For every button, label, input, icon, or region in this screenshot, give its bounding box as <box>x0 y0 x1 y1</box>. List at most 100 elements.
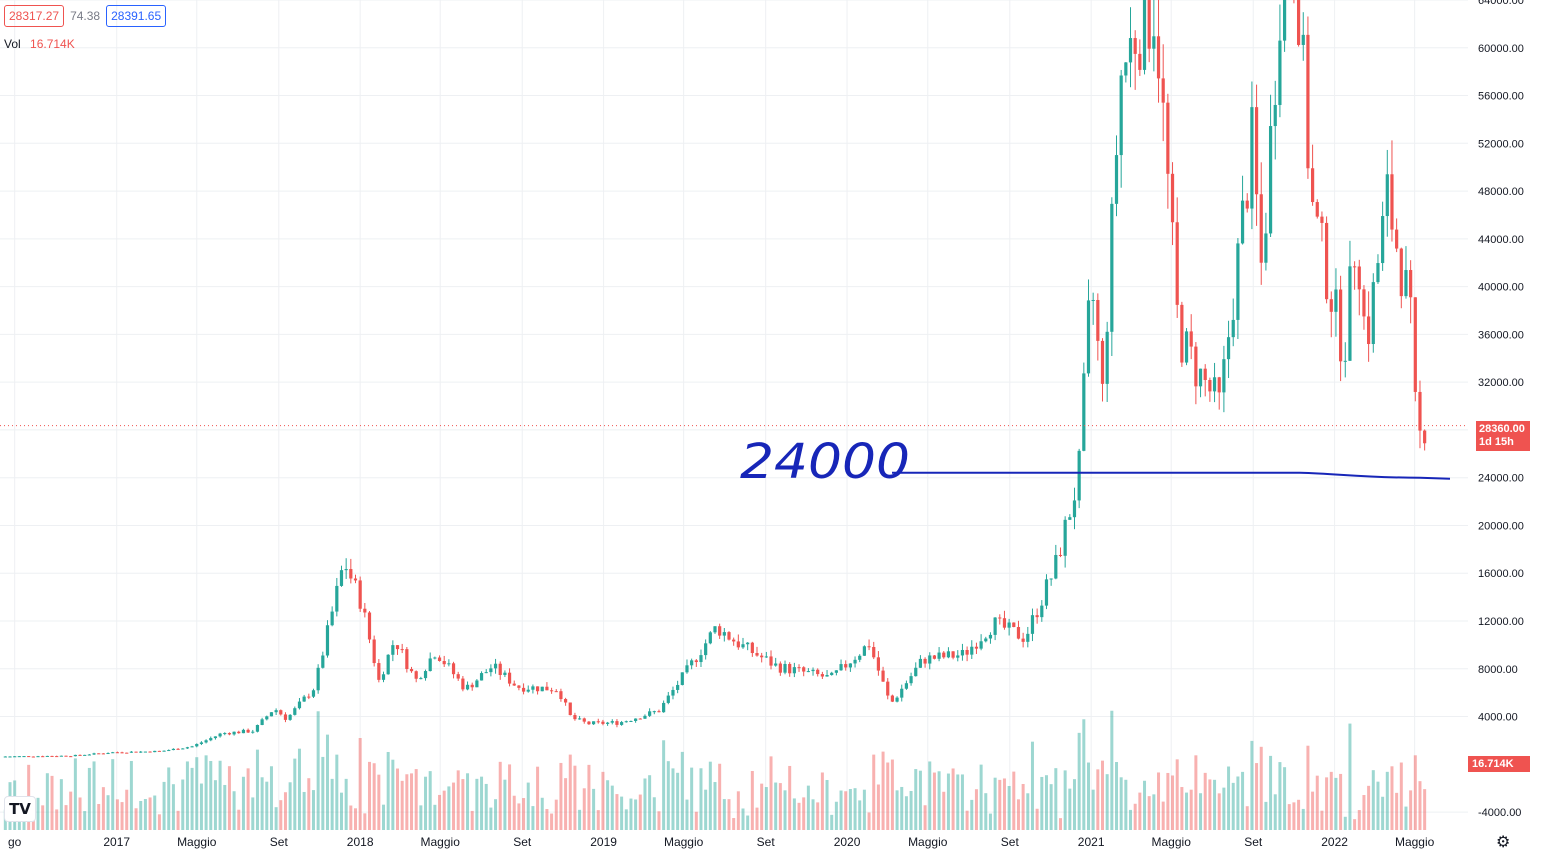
volume-bar <box>358 738 362 830</box>
candle-body <box>545 686 549 691</box>
volume-bar <box>1315 775 1319 830</box>
candle-body <box>521 687 526 692</box>
candle-body <box>400 649 404 651</box>
candle-body <box>834 670 838 673</box>
volume-bar <box>1395 792 1399 830</box>
volume-bar <box>862 789 866 830</box>
y-tick-label: 12000.00 <box>1478 616 1524 628</box>
volume-bar <box>1362 795 1366 830</box>
volume-bar <box>195 757 199 830</box>
candle-body <box>171 748 176 751</box>
gear-icon[interactable]: ⚙ <box>1496 834 1511 851</box>
candle-body <box>274 710 278 713</box>
volume-bar <box>1231 782 1235 830</box>
candle-body <box>872 646 876 658</box>
x-tick-label: Maggio <box>421 835 461 849</box>
candle-body <box>31 756 35 758</box>
volume-bar <box>694 811 698 830</box>
candle-body <box>1343 360 1347 362</box>
volume-bar <box>316 711 320 830</box>
candle-body <box>839 664 843 671</box>
candle-body <box>1133 38 1137 54</box>
volume-bar <box>676 772 680 830</box>
candle-body <box>769 656 773 666</box>
volume-bar <box>1035 808 1039 830</box>
volume-bar <box>330 778 334 830</box>
volume-bar <box>1343 816 1347 830</box>
candle-body <box>498 663 502 675</box>
x-tick-label: 2021 <box>1078 835 1105 849</box>
candle-body <box>549 690 554 692</box>
candle-body <box>1175 222 1179 305</box>
candle-body <box>890 695 895 702</box>
volume-bar <box>559 762 563 830</box>
volume-bar <box>87 767 91 830</box>
candle-body <box>596 721 600 723</box>
candle-body <box>1278 40 1282 105</box>
y-tick-label: 24000.00 <box>1478 473 1524 485</box>
candle-body <box>1413 297 1417 392</box>
candle-body <box>1236 243 1240 320</box>
volume-bar <box>438 794 442 830</box>
volume-bar <box>755 807 759 830</box>
candle-body <box>853 659 857 664</box>
volume-bar <box>517 803 521 830</box>
candle-body <box>1086 300 1091 374</box>
volume-bar <box>1264 801 1268 830</box>
volume-bar <box>652 797 656 830</box>
candle-body <box>181 748 185 750</box>
volume-bar <box>1133 803 1137 830</box>
volume-bar <box>115 799 119 830</box>
volume-bar <box>1203 772 1207 830</box>
candle-body <box>904 683 909 689</box>
candle-body <box>419 678 423 680</box>
volume-bar <box>157 814 161 830</box>
candle-body <box>750 642 754 654</box>
candle-body <box>115 752 119 754</box>
volume-bar <box>1208 779 1212 830</box>
candles <box>3 0 1427 758</box>
volume-bar <box>1012 771 1016 830</box>
candle-body <box>1376 263 1380 283</box>
candle-body <box>148 751 152 753</box>
volume-bar <box>1049 784 1053 830</box>
tradingview-logo-icon[interactable]: 𝗧𝗩 <box>4 796 36 822</box>
volume-bar <box>690 767 694 830</box>
volume-bar <box>816 802 820 830</box>
candle-body <box>461 678 465 690</box>
candle-body <box>1072 500 1077 518</box>
candle-body <box>1212 377 1217 392</box>
candle-body <box>1147 0 1151 49</box>
y-tick-label: 40000.00 <box>1478 282 1524 294</box>
volume-bar <box>881 751 885 830</box>
candle-body <box>582 718 586 722</box>
volume-bar <box>255 749 259 830</box>
candle-body <box>1082 373 1086 451</box>
volume-bar <box>750 770 754 830</box>
volume-bar <box>970 799 974 830</box>
candle-body <box>942 652 946 658</box>
volume-legend: Vol 16.714K <box>4 37 75 51</box>
candle-body <box>162 750 166 752</box>
y-axis[interactable]: 64000.00 60000.00 56000.00 52000.00 48000.00… <box>1478 0 1524 819</box>
volume-bar <box>895 790 899 830</box>
candle-body <box>1100 340 1105 384</box>
volume-bar <box>1054 768 1058 830</box>
volume-bar <box>578 809 582 830</box>
candle-body <box>27 756 31 758</box>
volume-bar <box>582 788 586 830</box>
volume-bar <box>461 779 465 830</box>
candle-body <box>960 649 965 656</box>
volume-bar <box>1376 781 1380 830</box>
x-axis[interactable]: go 2017 Maggio Set 2018 Maggio Set 2019 Maggio Se… <box>8 835 1435 849</box>
volume-bar <box>190 767 194 830</box>
bar-countdown: 1d 15h <box>1479 436 1514 448</box>
volume-bar <box>638 794 642 830</box>
volume-bar <box>1021 783 1025 830</box>
candle-body <box>577 718 582 720</box>
volume-bar <box>1301 808 1305 830</box>
volume-bar <box>620 796 624 830</box>
volume-bar <box>1413 755 1417 830</box>
candle-body <box>886 681 890 696</box>
